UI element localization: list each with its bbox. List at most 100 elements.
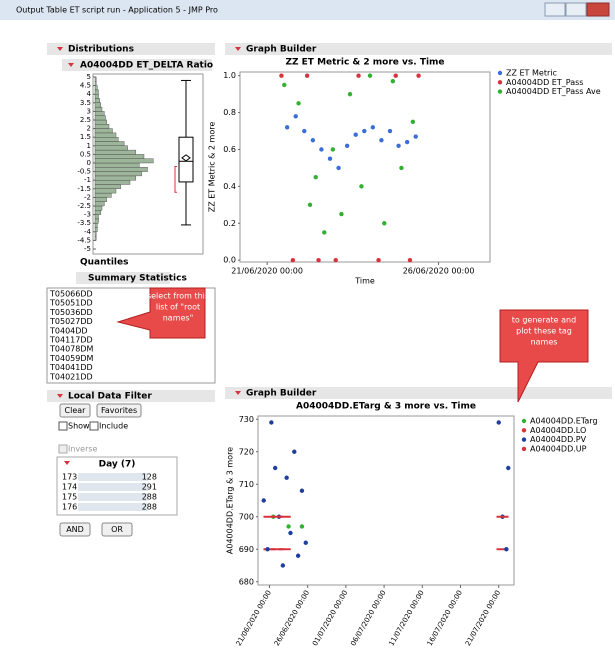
list-item[interactable]: T04117DD: [49, 336, 93, 345]
bar: [94, 98, 100, 104]
point: [399, 165, 404, 171]
bar: [94, 231, 97, 237]
button[interactable]: [59, 403, 91, 418]
bar: [94, 235, 97, 241]
bar: [94, 119, 107, 125]
panel-title: Local Data Filter: [68, 392, 152, 402]
y-tick-label: 680: [239, 577, 254, 586]
callout-text: names: [531, 338, 558, 347]
icon[interactable]: [235, 391, 241, 395]
list-item[interactable]: T05027DD: [49, 317, 93, 326]
callout: [499, 309, 589, 403]
panel-header[interactable]: [225, 387, 612, 399]
y-tick-label: -1: [84, 176, 91, 184]
count-bar: [78, 503, 148, 511]
icon[interactable]: [68, 63, 74, 67]
button[interactable]: [101, 522, 133, 537]
icon[interactable]: [64, 461, 70, 465]
plot-frame: [257, 415, 515, 586]
bar: [94, 188, 117, 194]
bar: [94, 115, 106, 121]
panel-title: Graph Builder: [246, 45, 317, 55]
callout-text: to generate and: [512, 316, 576, 325]
list-item[interactable]: T04021DD: [49, 372, 93, 381]
checkbox[interactable]: [58, 421, 68, 431]
point: [362, 128, 367, 134]
checkbox[interactable]: [58, 444, 68, 454]
bar: [94, 93, 99, 99]
point: [353, 132, 358, 137]
list-item[interactable]: T04078DM: [49, 345, 93, 354]
point: [296, 101, 301, 106]
bar: [94, 81, 97, 86]
y-tick-label: 0: [87, 159, 91, 167]
checkbox-label: Include: [99, 422, 128, 431]
point: [496, 420, 501, 425]
list-item[interactable]: T0404DD: [49, 326, 88, 335]
dropdown[interactable]: [96, 403, 142, 418]
list-item[interactable]: T05051DD: [49, 299, 93, 308]
row-label: 176: [62, 503, 77, 512]
bar: [94, 149, 137, 155]
point: [367, 73, 373, 78]
list-item[interactable]: T04041DD: [49, 363, 93, 372]
icon[interactable]: [57, 394, 63, 398]
x-tick-label: 21/06/2020 00:00: [231, 267, 303, 276]
point: [261, 498, 266, 503]
callout: [116, 287, 206, 339]
point: [347, 91, 353, 97]
icon[interactable]: [57, 47, 63, 51]
list-item[interactable]: T04059DM: [49, 354, 93, 363]
button[interactable]: [59, 522, 91, 537]
point: [284, 125, 290, 130]
row-count: 291: [142, 483, 157, 492]
minimize[interactable]: [544, 2, 566, 17]
point: [282, 82, 287, 88]
y-axis-label: A04004DD.ETarg & 3 more: [226, 447, 235, 554]
bar: [94, 154, 145, 159]
point: [299, 488, 305, 493]
y-tick-label: 0.4: [223, 182, 236, 191]
y-tick-label: -2: [84, 193, 91, 201]
point: [290, 257, 296, 263]
legend-label: A04004DD.UP: [530, 444, 587, 453]
bar: [94, 201, 105, 207]
row-count: 288: [142, 493, 157, 502]
list-item[interactable]: T05036DD: [49, 308, 93, 317]
y-tick-label: 1.5: [80, 133, 91, 141]
close[interactable]: [586, 2, 610, 17]
panel-header[interactable]: [47, 43, 215, 55]
button-label: AND: [66, 525, 84, 534]
legend-label: A04004DD.PV: [530, 435, 587, 444]
maximize[interactable]: [565, 2, 587, 17]
x-tick-label: 26/06/2020 00:00: [403, 267, 475, 276]
y-tick-label: -4: [84, 228, 92, 236]
icon[interactable]: [235, 47, 241, 51]
panel-header[interactable]: [62, 59, 212, 71]
outline-title[interactable]: Quantiles: [80, 258, 128, 268]
outline-title[interactable]: Summary Statistics: [88, 274, 187, 284]
list-item[interactable]: T05066DD: [49, 290, 93, 299]
y-tick-label: -1.5: [77, 185, 91, 193]
bar: [94, 167, 148, 172]
point: [370, 125, 376, 130]
panel-header[interactable]: [225, 43, 612, 55]
point: [390, 79, 396, 84]
y-tick-label: 4: [87, 90, 92, 98]
button-label: Clear: [65, 406, 87, 415]
y-tick-label: 720: [239, 447, 254, 456]
y-tick-label: -3.5: [77, 219, 91, 227]
y-tick-label: 0.5: [80, 150, 91, 158]
bar: [94, 184, 121, 190]
legend-label: A04004DD ET_Pass: [506, 78, 583, 87]
panel-header[interactable]: [47, 390, 215, 402]
point: [295, 553, 301, 558]
y-tick-label: 1: [87, 142, 91, 150]
checkbox[interactable]: [89, 421, 99, 431]
row-label: 173: [62, 473, 77, 482]
panel-header[interactable]: [76, 272, 170, 284]
y-tick-label: 3.5: [80, 99, 91, 107]
callout-text: plot these tag: [516, 327, 572, 336]
callout-text: select from this: [147, 292, 209, 301]
point: [280, 563, 286, 568]
